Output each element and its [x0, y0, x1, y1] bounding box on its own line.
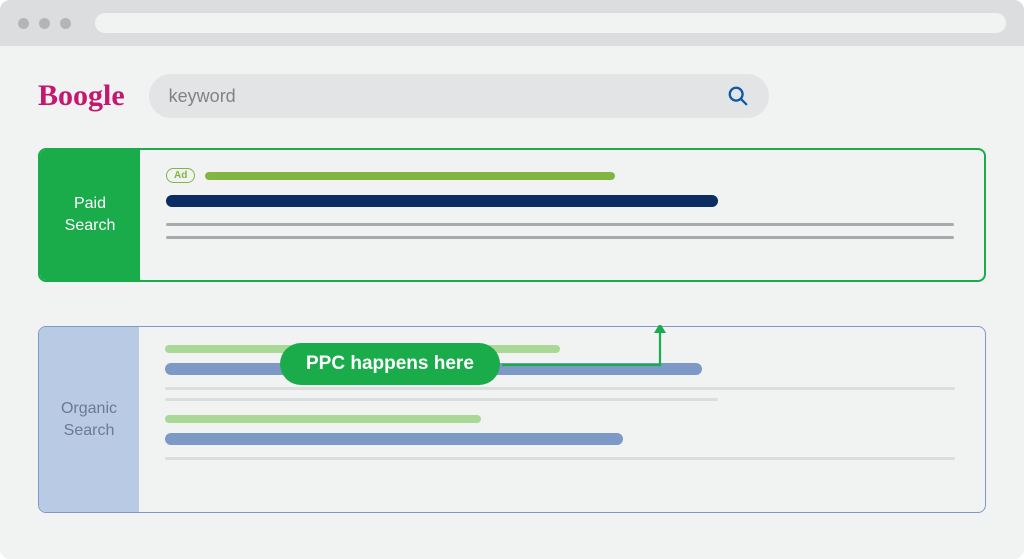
search-box[interactable]: keyword [149, 74, 769, 118]
result-url-bar [165, 415, 481, 423]
logo: Boogle [38, 79, 125, 113]
callout-pill: PPC happens here [280, 343, 500, 385]
ad-url-line: Ad [166, 168, 954, 183]
organic-result [165, 415, 955, 460]
paid-search-label: Paid Search [40, 150, 140, 280]
search-placeholder: keyword [169, 86, 236, 107]
paid-result-body: Ad [140, 150, 984, 280]
window-dot [39, 18, 50, 29]
browser-frame: Boogle keyword Paid Search Ad [0, 0, 1024, 559]
result-title-bar[interactable] [165, 433, 623, 445]
ad-url-bar [205, 172, 615, 180]
search-icon[interactable] [727, 85, 749, 107]
window-dot [18, 18, 29, 29]
organic-search-label: Organic Search [39, 327, 139, 512]
url-bar[interactable] [95, 13, 1006, 33]
body-line [166, 223, 954, 226]
browser-chrome-bar [0, 0, 1024, 46]
organic-search-panel: Organic Search [38, 326, 986, 513]
window-dot [60, 18, 71, 29]
page-content: Boogle keyword Paid Search Ad [0, 46, 1024, 513]
body-line [165, 387, 955, 390]
search-row: Boogle keyword [38, 74, 986, 118]
ad-badge: Ad [166, 168, 195, 183]
body-line [166, 236, 954, 239]
callout: PPC happens here [280, 343, 500, 385]
organic-result-body [139, 327, 985, 512]
body-line [165, 457, 955, 460]
body-line [165, 398, 718, 401]
paid-search-panel: Paid Search Ad [38, 148, 986, 282]
ad-title-bar[interactable] [166, 195, 718, 207]
